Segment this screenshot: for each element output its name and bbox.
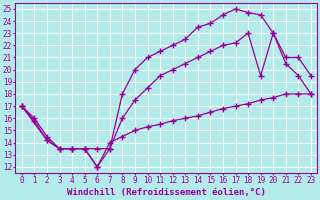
- X-axis label: Windchill (Refroidissement éolien,°C): Windchill (Refroidissement éolien,°C): [67, 188, 266, 197]
